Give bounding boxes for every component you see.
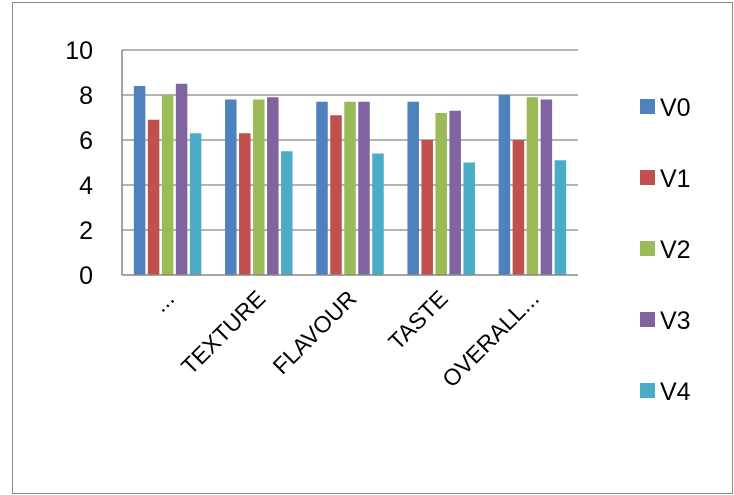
- bar-v0-4: [498, 95, 511, 275]
- legend-swatch-v0: [640, 99, 655, 114]
- y-tick-label: 0: [79, 262, 93, 290]
- bars: [133, 83, 567, 275]
- bar-v2-2: [344, 101, 356, 275]
- bar-v2-3: [435, 113, 447, 275]
- y-tick-label: 2: [79, 217, 93, 245]
- y-tick-label: 8: [79, 82, 93, 110]
- legend-label-v0: V0: [660, 94, 691, 122]
- bar-v3-3: [449, 110, 461, 275]
- bar-v2-0: [161, 95, 174, 275]
- bar-v0-1: [225, 99, 237, 275]
- x-category-label: ...: [147, 285, 179, 317]
- bar-v1-2: [330, 115, 342, 275]
- x-category-label: FLAVOUR: [268, 285, 362, 379]
- y-tick-label: 10: [65, 37, 93, 65]
- legend-label-v3: V3: [660, 307, 691, 335]
- bar-v0-2: [316, 101, 328, 275]
- bar-v1-0: [147, 119, 160, 275]
- bar-v0-0: [133, 86, 146, 275]
- bar-v4-4: [554, 160, 567, 275]
- y-tick-label: 4: [79, 172, 93, 200]
- legend-swatch-v1: [640, 170, 655, 185]
- legend-label-v1: V1: [660, 165, 691, 193]
- bar-v4-3: [463, 162, 475, 275]
- bar-v1-3: [421, 140, 433, 275]
- bar-v0-3: [407, 101, 419, 275]
- bar-v3-4: [540, 99, 553, 275]
- axis-lines: [121, 50, 578, 276]
- bar-v3-2: [358, 101, 370, 275]
- legend-swatch-v3: [640, 312, 655, 327]
- bar-v1-1: [239, 133, 251, 275]
- legend-swatch-v4: [640, 383, 655, 398]
- legend-label-v4: V4: [660, 378, 691, 406]
- bar-v4-1: [281, 151, 293, 275]
- bar-v2-1: [253, 99, 265, 275]
- x-category-label: OVERALL...: [437, 285, 544, 392]
- bar-v1-4: [512, 140, 525, 275]
- bar-v2-4: [526, 97, 539, 275]
- x-category-label: TASTE: [383, 285, 453, 355]
- bar-v4-2: [372, 153, 384, 275]
- y-tick-label: 6: [79, 127, 93, 155]
- bar-v3-1: [267, 97, 279, 275]
- x-category-label: TEXTURE: [176, 285, 270, 379]
- legend-swatch-v2: [640, 241, 655, 256]
- legend: V0 V1 V2 V3 V4: [640, 94, 691, 406]
- bar-v3-0: [175, 83, 188, 275]
- bar-v4-0: [189, 133, 202, 275]
- y-axis-ticks: 0 2 4 6 8 10: [65, 37, 93, 290]
- legend-label-v2: V2: [660, 236, 691, 264]
